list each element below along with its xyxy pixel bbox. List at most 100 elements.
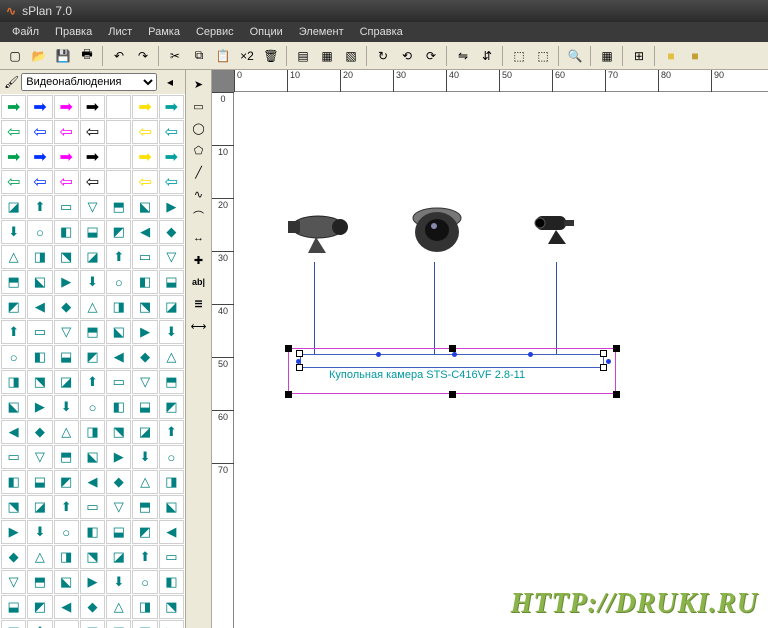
anchor-point[interactable]	[528, 352, 533, 357]
symbol-item[interactable]: ⬕	[1, 395, 26, 419]
library-select[interactable]: Видеонаблюдения	[21, 73, 157, 91]
symbol-item[interactable]: ▽	[80, 620, 105, 628]
symbol-item[interactable]: ◧	[80, 520, 105, 544]
symbol-item[interactable]: ➡	[80, 95, 105, 119]
symbol-item[interactable]: ⇦	[159, 120, 184, 144]
symbol-item[interactable]: ▭	[54, 620, 79, 628]
camera-dome[interactable]	[410, 204, 464, 259]
symbol-item[interactable]: ➡	[27, 145, 52, 169]
paste-button[interactable]: 📋	[212, 45, 234, 67]
tool-bezier[interactable]: ∿	[189, 184, 209, 204]
symbol-item[interactable]: △	[132, 470, 157, 494]
symbol-item[interactable]: ▶	[132, 320, 157, 344]
symbol-item[interactable]: ⇦	[27, 170, 52, 194]
symbol-item[interactable]: ⬒	[159, 370, 184, 394]
symbol-item[interactable]: ⇦	[132, 170, 157, 194]
symbol-item[interactable]: ⇦	[80, 120, 105, 144]
symbol-item[interactable]: △	[159, 345, 184, 369]
symbol-item[interactable]: ➡	[132, 95, 157, 119]
symbol-item[interactable]: ◩	[1, 295, 26, 319]
tool-rect[interactable]: ▭	[189, 96, 209, 116]
symbol-item[interactable]: ⬔	[54, 245, 79, 269]
menu-Опции[interactable]: Опции	[242, 24, 291, 40]
symbol-item[interactable]: ◧	[132, 270, 157, 294]
grid-button[interactable]: ▦	[596, 45, 618, 67]
symbol-item[interactable]: ▶	[106, 445, 131, 469]
symbol-item[interactable]: ◀	[27, 295, 52, 319]
symbol-item[interactable]: ◩	[80, 345, 105, 369]
delete-button[interactable]: 🗑	[260, 45, 282, 67]
camera-bullet[interactable]	[278, 207, 350, 260]
symbol-item[interactable]: △	[1, 245, 26, 269]
symbol-item[interactable]: ◆	[132, 345, 157, 369]
symbol-item[interactable]: ⬕	[132, 195, 157, 219]
symbol-item[interactable]: ○	[159, 445, 184, 469]
symbol-item[interactable]: ⇦	[1, 170, 26, 194]
symbol-item[interactable]: ◀	[54, 595, 79, 619]
symbol-item[interactable]: ⇦	[54, 170, 79, 194]
selection-handle[interactable]	[285, 391, 292, 398]
print-button[interactable]: 🖶	[76, 45, 98, 67]
symbol-item[interactable]: ◩	[27, 595, 52, 619]
undo-button[interactable]: ↶	[108, 45, 130, 67]
menu-Справка[interactable]: Справка	[352, 24, 411, 40]
symbol-item[interactable]: ⬆	[159, 420, 184, 444]
symbol-item[interactable]: ⬕	[132, 620, 157, 628]
menu-Правка[interactable]: Правка	[47, 24, 100, 40]
symbol-item[interactable]: ➡	[1, 145, 26, 169]
symbol-item[interactable]: ⬔	[159, 595, 184, 619]
symbol-item[interactable]: ⬇	[159, 320, 184, 344]
symbol-item[interactable]: ⬇	[132, 445, 157, 469]
save-button[interactable]: 💾	[52, 45, 74, 67]
symbol-item[interactable]: ▽	[27, 445, 52, 469]
symbol-item[interactable]: ➡	[159, 95, 184, 119]
symbol-item[interactable]: ○	[27, 220, 52, 244]
tool-cross[interactable]: ✚	[189, 250, 209, 270]
symbol-item[interactable]: ○	[132, 570, 157, 594]
symbol-item[interactable]: ⬆	[106, 245, 131, 269]
symbol-item[interactable]: ▭	[27, 320, 52, 344]
symbol-item[interactable]: ⇦	[132, 120, 157, 144]
menu-Лист[interactable]: Лист	[100, 24, 140, 40]
symbol-item[interactable]: ⇦	[80, 170, 105, 194]
symbol-item[interactable]: ◪	[106, 545, 131, 569]
cut-button[interactable]: ✂	[164, 45, 186, 67]
selection-handle[interactable]	[613, 391, 620, 398]
ungroup-button[interactable]: ⬚	[532, 45, 554, 67]
selection-handle[interactable]	[600, 364, 607, 371]
mirror-v-button[interactable]: ⇵	[476, 45, 498, 67]
symbol-item[interactable]: ◪	[27, 495, 52, 519]
symbol-item[interactable]: △	[27, 545, 52, 569]
symbol-item[interactable]: ◆	[159, 220, 184, 244]
selection-handle[interactable]	[449, 391, 456, 398]
open-button[interactable]: 📂	[28, 45, 50, 67]
symbol-item[interactable]: ⬒	[54, 445, 79, 469]
symbol-item[interactable]: ⬇	[27, 520, 52, 544]
symbol-item[interactable]: ◧	[27, 345, 52, 369]
selection-handle[interactable]	[296, 364, 303, 371]
selection-handle[interactable]	[296, 350, 303, 357]
layer3-button[interactable]: ▧	[340, 45, 362, 67]
symbol-item[interactable]: ◆	[27, 420, 52, 444]
library-prev-button[interactable]: ◂	[159, 71, 181, 93]
symbol-item[interactable]: ▽	[1, 570, 26, 594]
selection-handle[interactable]	[600, 350, 607, 357]
symbol-item[interactable]: ⬆	[54, 495, 79, 519]
symbol-item[interactable]: ▶	[1, 520, 26, 544]
symbol-item[interactable]: ◪	[54, 370, 79, 394]
symbol-item[interactable]: ⬒	[1, 270, 26, 294]
symbol-item[interactable]: ▶	[27, 395, 52, 419]
symbol-item[interactable]: ➡	[80, 145, 105, 169]
symbol-item[interactable]: ⬆	[80, 370, 105, 394]
tool-curve[interactable]: ⌒	[189, 206, 209, 226]
symbol-item[interactable]: ▭	[80, 495, 105, 519]
tool-poly[interactable]: ⬠	[189, 140, 209, 160]
symbol-item[interactable]: ◨	[1, 370, 26, 394]
color2-button[interactable]: ■	[684, 45, 706, 67]
symbol-item[interactable]: ⬓	[1, 595, 26, 619]
symbol-item[interactable]: ⬕	[159, 495, 184, 519]
symbol-item[interactable]: ◨	[27, 245, 52, 269]
symbol-item[interactable]: ▽	[159, 245, 184, 269]
symbol-item[interactable]: ◩	[106, 220, 131, 244]
symbol-item[interactable]: △	[54, 420, 79, 444]
